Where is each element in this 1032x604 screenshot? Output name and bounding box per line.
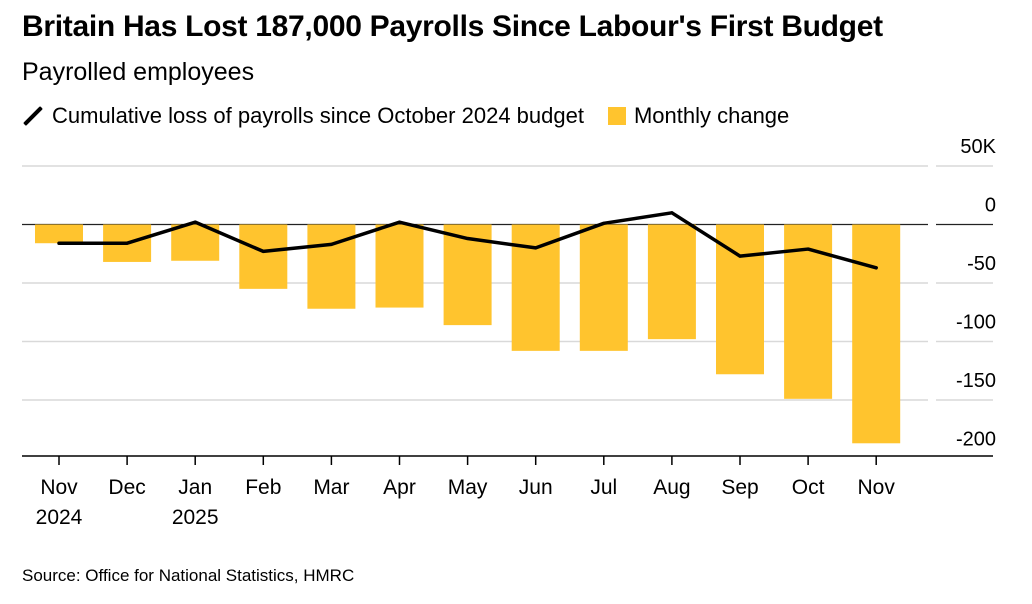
line-point bbox=[806, 247, 810, 251]
line-point bbox=[670, 211, 674, 215]
line-point bbox=[261, 249, 265, 253]
y-tick-label: 0 bbox=[985, 195, 996, 217]
line-point bbox=[534, 246, 538, 250]
x-tick-label: Nov bbox=[858, 476, 896, 499]
x-tick-label: Oct bbox=[792, 476, 825, 499]
line-point bbox=[874, 266, 878, 270]
bar bbox=[239, 224, 288, 289]
line-point bbox=[193, 220, 197, 224]
line-point bbox=[125, 241, 129, 245]
line-point bbox=[398, 220, 401, 224]
x-tick-label: Mar bbox=[313, 476, 349, 499]
bar bbox=[852, 224, 901, 444]
y-tick-label: -200 bbox=[956, 429, 996, 451]
legend-bar-label: Monthly change bbox=[633, 103, 790, 128]
bar bbox=[375, 224, 424, 308]
line-series bbox=[57, 211, 878, 270]
line-point bbox=[329, 242, 333, 246]
line-point bbox=[602, 221, 606, 225]
x-tick-label: Aug bbox=[653, 476, 690, 499]
y-tick-label: -100 bbox=[956, 312, 996, 334]
bar bbox=[647, 224, 696, 340]
legend-line-label: Cumulative loss of payrolls since Octobe… bbox=[52, 103, 584, 128]
bar bbox=[716, 224, 764, 375]
grid-lines bbox=[22, 165, 993, 401]
x-tick-label: May bbox=[448, 476, 488, 499]
bar bbox=[35, 224, 83, 244]
source-note: Source: Office for National Statistics, … bbox=[22, 566, 355, 585]
x-tick-label: Dec bbox=[108, 476, 145, 499]
chart-title: Britain Has Lost 187,000 Payrolls Since … bbox=[22, 10, 883, 43]
x-tick-label: Jun bbox=[519, 476, 553, 499]
line-point bbox=[738, 254, 742, 258]
chart-subtitle: Payrolled employees bbox=[22, 58, 255, 86]
x-axis: Nov 2024 Dec Jan 2025 Feb Mar Apr May Jun Jul Aug Se… bbox=[22, 455, 993, 529]
chart-plot: 50K 0 -50 -100 -150 -200 Nov 2024 Dec Jan 2025 Feb… bbox=[22, 136, 997, 529]
x-tick-label: Apr bbox=[383, 476, 416, 499]
legend-bar-swatch bbox=[607, 107, 626, 125]
bar bbox=[579, 224, 628, 351]
bar-series bbox=[35, 224, 901, 444]
x-tick-label: Sep bbox=[721, 476, 758, 499]
x-tick-label: Jan bbox=[178, 476, 212, 499]
chart-legend: Cumulative loss of payrolls since Octobe… bbox=[22, 102, 789, 130]
y-tick-label: 50K bbox=[960, 136, 996, 158]
y-tick-label: -50 bbox=[967, 253, 996, 275]
x-tick-label: 2025 bbox=[172, 506, 219, 529]
line-point bbox=[57, 241, 61, 245]
x-tick-label: Jul bbox=[590, 476, 617, 499]
y-tick-label: -150 bbox=[956, 370, 996, 392]
x-tick-label: Nov bbox=[40, 476, 78, 499]
y-axis-labels: 50K 0 -50 -100 -150 -200 bbox=[956, 136, 997, 451]
x-tick-label: Feb bbox=[245, 476, 281, 499]
line-point bbox=[466, 237, 470, 241]
x-tick-label: 2024 bbox=[36, 506, 83, 529]
